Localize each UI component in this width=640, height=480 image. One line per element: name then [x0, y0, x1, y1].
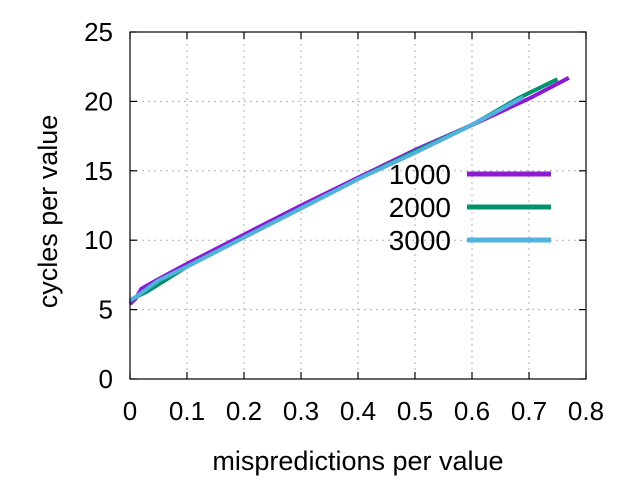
y-tick-label: 25	[84, 17, 113, 47]
y-tick-label: 15	[84, 156, 113, 186]
series-line-3000	[129, 95, 525, 302]
y-tick-label: 20	[84, 86, 113, 116]
x-tick-label: 0.7	[511, 396, 547, 426]
x-tick-labels: 0 0.1 0.2 0.3 0.4 0.5 0.6 0.7 0.8	[123, 396, 604, 426]
y-axis-label: cycles per value	[33, 115, 63, 309]
legend-label-3000: 3000	[389, 225, 451, 256]
y-tick-label: 10	[84, 225, 113, 255]
series-layer	[128, 76, 570, 306]
x-tick-label: 0.4	[340, 396, 376, 426]
x-tick-label: 0.5	[397, 396, 433, 426]
x-tick-label: 0.3	[283, 396, 319, 426]
x-axis-label: mispredictions per value	[212, 446, 503, 476]
y-tick-label: 0	[99, 364, 113, 394]
x-tick-label: 0	[123, 396, 137, 426]
x-tick-label: 0.1	[169, 396, 205, 426]
legend-label-1000: 1000	[389, 159, 451, 190]
x-tick-label: 0.6	[454, 396, 490, 426]
y-tick-labels: 0 5 10 15 20 25	[84, 17, 113, 394]
y-tick-label: 5	[99, 295, 113, 325]
x-tick-label: 0.2	[226, 396, 262, 426]
x-tick-label: 0.8	[568, 396, 604, 426]
ticks	[129, 31, 587, 380]
legend-label-2000: 2000	[389, 192, 451, 223]
